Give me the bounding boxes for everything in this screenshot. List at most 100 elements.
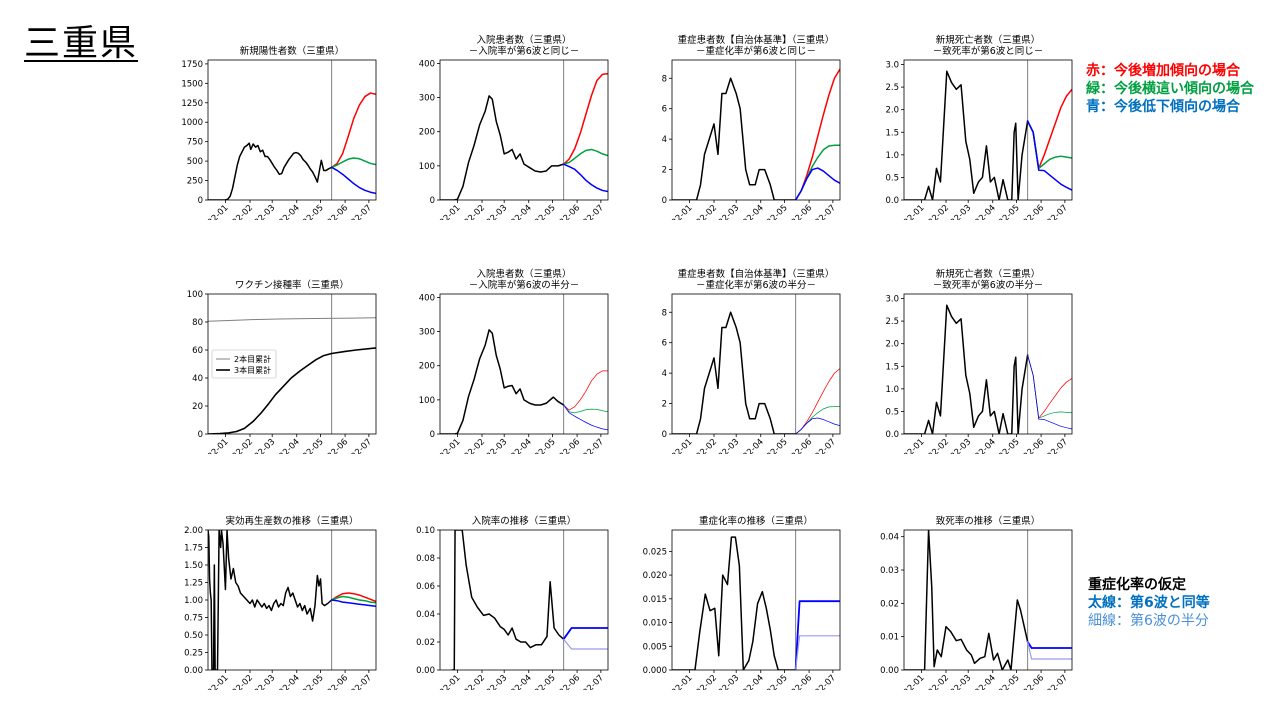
chart-deaths-same: 新規死亡者数（三重県） －致死率が第6波と同じ－ 0.0 0.5 1.0 1.5 2.0 2.…	[856, 30, 1081, 220]
y-tick-label: 2.5	[885, 317, 899, 327]
y-tick-label: 200	[419, 128, 435, 138]
scenario-legend-flat: 緑：今後横這い傾向の場合	[1086, 81, 1254, 97]
chart-severity-rate: 重症化率の推移（三重県） 0.000 0.005 0.010 0.015 0.020 0.0…	[624, 500, 849, 690]
series-line-decrease	[794, 167, 840, 200]
series-line-thin	[795, 635, 840, 670]
y-tick-label: 1.75	[184, 544, 203, 554]
y-tick-label: 0.000	[643, 666, 667, 676]
y-tick-label: 0	[198, 196, 203, 206]
series-line-increase	[562, 72, 608, 165]
y-tick-label: 2	[662, 166, 667, 176]
chart-title: 新規陽性者数（三重県）	[240, 45, 345, 57]
scenario-legend: 赤：今後増加傾向の場合 緑：今後横這い傾向の場合 青：今後低下傾向の場合	[1086, 62, 1254, 116]
series-line-history	[672, 311, 797, 434]
series-line-history	[904, 70, 1029, 200]
y-tick-label: 0	[198, 430, 203, 440]
chart-title: 重症化率の推移（三重県）	[699, 515, 813, 527]
assumption-legend-thin: 細線：第6波の半分	[1088, 613, 1209, 629]
x-tick-label: 2022-01	[198, 673, 230, 690]
y-tick-label: 400	[419, 59, 435, 69]
chart-title: －重症化率が第6波と同じ－	[696, 45, 816, 57]
y-tick-label: 1500	[181, 79, 203, 89]
y-tick-label: 2	[662, 400, 667, 410]
y-tick-label: 0.010	[643, 619, 667, 629]
y-tick-label: 60	[192, 346, 203, 356]
chart-title: －入院率が第6波の半分－	[469, 279, 580, 291]
y-tick-label: 750	[187, 138, 203, 148]
y-tick-label: 400	[419, 293, 435, 303]
y-tick-label: 1.5	[885, 128, 899, 138]
chart-reproduction-number: 実効再生産数の推移（三重県） 0.00 0.25 0.50 0.75 1.00 1.25 1.…	[160, 500, 385, 690]
page-title: 三重県	[24, 23, 139, 64]
y-tick-label: 0.04	[880, 533, 899, 543]
chart-fatality-rate: 致死率の推移（三重県） 0.00 0.01 0.02 0.03 0.04 2022-01 20…	[856, 500, 1081, 690]
x-tick-label: 2022-01	[662, 437, 694, 454]
chart-title: －致死率が第6波と同じ－	[933, 45, 1044, 57]
chart-title: 新規死亡者数（三重県）	[936, 268, 1041, 280]
series-line-thick	[794, 600, 840, 670]
y-tick-label: 0.02	[416, 638, 435, 648]
y-tick-label: 4	[662, 135, 667, 145]
y-tick-label: 0.01	[880, 633, 899, 643]
y-tick-label: 1.00	[184, 596, 203, 606]
y-tick-label: 0.08	[416, 554, 435, 564]
series-line-decrease	[1026, 120, 1072, 191]
chart-severe-same: 重症患者数【自治体基準】（三重県） －重症化率が第6波と同じ－ 0 2 4 6 8 2022-…	[624, 30, 849, 220]
scenario-legend-decrease: 青：今後低下傾向の場合	[1086, 99, 1240, 115]
series-line-decrease	[562, 163, 608, 193]
series-line-thick	[1026, 640, 1072, 649]
y-tick-label: 8	[662, 308, 667, 318]
y-tick-label: 2.00	[184, 526, 203, 536]
y-tick-label: 1250	[181, 99, 203, 109]
y-tick-label: 100	[419, 396, 435, 406]
chart-title: ワクチン接種率（三重県）	[235, 279, 349, 291]
chart-title: －入院率が第6波と同じ－	[469, 45, 580, 57]
y-tick-label: 0.25	[184, 649, 203, 659]
x-tick-label: 2022-01	[894, 203, 926, 220]
series-line-decrease	[330, 599, 376, 608]
x-tick-label: 2022-01	[894, 437, 926, 454]
chart-title: 入院患者数（三重県）	[476, 268, 571, 280]
series-line-history	[904, 530, 1029, 670]
chart-title: 入院率の推移（三重県）	[472, 515, 577, 527]
y-tick-label: 0	[662, 430, 667, 440]
y-tick-label: 6	[662, 105, 667, 115]
series-line-history	[208, 530, 333, 670]
chart-inpatients-same: 入院患者数（三重県） －入院率が第6波と同じ－ 0 100 200 300 400 2022-…	[392, 30, 617, 220]
chart-title: －重症化率が第6波の半分－	[696, 279, 816, 291]
scenario-legend-increase: 赤：今後増加傾向の場合	[1086, 63, 1240, 79]
y-tick-label: 1000	[181, 118, 203, 128]
series-line-flat	[562, 148, 608, 165]
y-tick-label: 80	[192, 318, 203, 328]
chart-legend	[211, 349, 277, 379]
series-line-flat	[794, 144, 840, 200]
x-tick-label: 2022-01	[430, 673, 462, 690]
chart-title: 新規死亡者数（三重県）	[936, 34, 1041, 46]
assumption-legend-thick: 太線：第6波と同等	[1088, 595, 1210, 611]
chart-hospitalization-rate: 入院率の推移（三重県） 0.00 0.02 0.04 0.06 0.08 0.10 2022-…	[392, 500, 617, 690]
chart-title: 実効再生産数の推移（三重県）	[225, 515, 358, 527]
series-line-history	[904, 304, 1029, 434]
chart-inpatients-half: 入院患者数（三重県） －入院率が第6波の半分－ 0 100 200 300 400 2022-…	[392, 264, 617, 454]
y-tick-label: 0.0	[885, 196, 899, 206]
series-line-decrease	[330, 166, 376, 195]
series-line-flat	[795, 406, 840, 434]
chart-title: －致死率が第6波の半分－	[933, 279, 1044, 291]
plot-frame	[207, 59, 377, 201]
x-tick-label: 2022-01	[430, 203, 462, 220]
y-tick-label: 0.10	[416, 526, 435, 536]
chart-title: 致死率の推移（三重県）	[936, 515, 1041, 527]
series-line-dose2	[208, 317, 376, 322]
y-tick-label: 500	[187, 157, 203, 167]
series-line-increase	[330, 92, 376, 169]
series-line-history	[672, 77, 797, 200]
y-tick-label: 0	[430, 196, 435, 206]
x-tick-label: 2022-01	[198, 203, 230, 220]
y-tick-label: 0.015	[643, 595, 667, 605]
series-line-increase	[795, 368, 840, 434]
series-line-history	[672, 536, 797, 670]
series-line-flat	[330, 157, 376, 169]
y-tick-label: 1.5	[885, 362, 899, 372]
series-line-increase	[330, 592, 376, 603]
y-tick-label: 2.5	[885, 83, 899, 93]
